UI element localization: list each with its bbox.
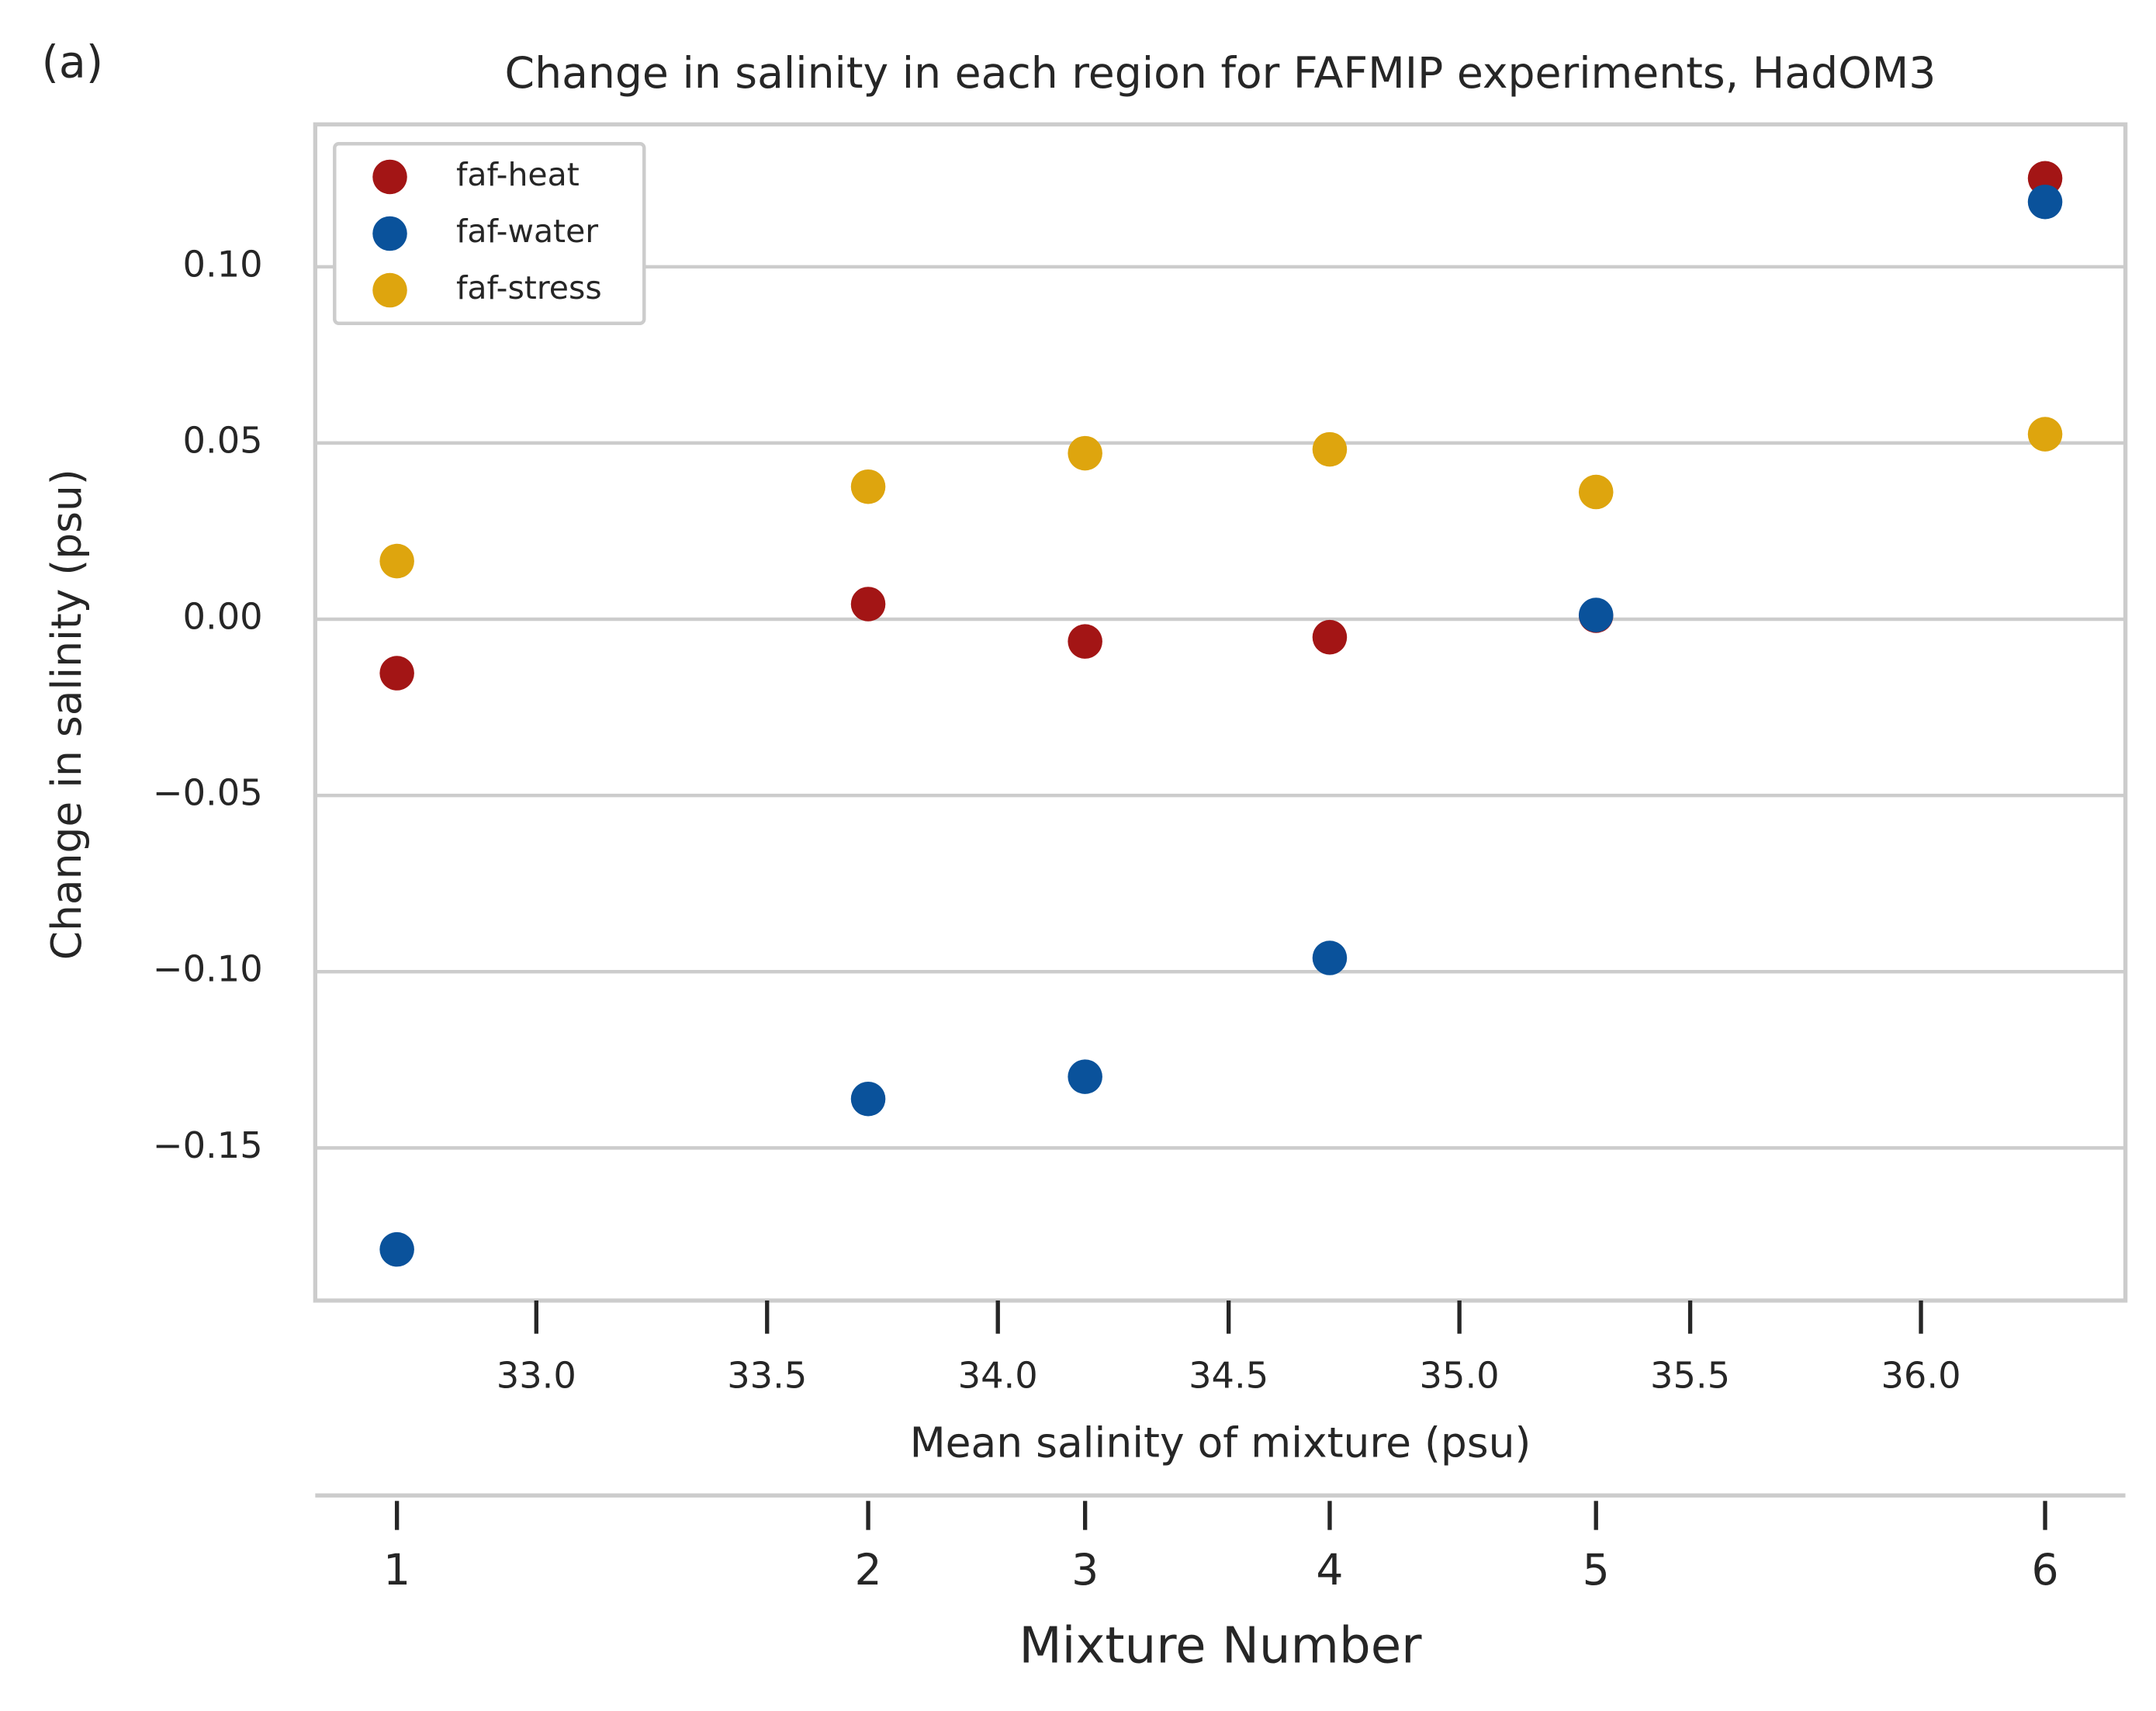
legend-label: faf-stress — [456, 269, 602, 307]
point — [1068, 1059, 1102, 1094]
y-tick-label: −0.15 — [153, 1124, 263, 1166]
y-tick-label: −0.10 — [153, 948, 263, 990]
y-axis-label: Change in salinity (psu) — [42, 469, 91, 960]
x-tick-label: 34.5 — [1189, 1354, 1268, 1396]
point — [2027, 161, 2063, 196]
point — [1578, 474, 1614, 510]
legend-label: faf-heat — [456, 156, 580, 193]
point — [1312, 940, 1348, 975]
point — [1312, 431, 1348, 467]
x2-tick-label: 5 — [1583, 1546, 1610, 1595]
x2-tick-label: 3 — [1071, 1546, 1099, 1595]
x-axis-label: Mean salinity of mixture (psu) — [910, 1418, 1531, 1467]
panel-label: (a) — [42, 36, 103, 88]
y-tick-label: 0.05 — [183, 419, 263, 461]
x-tick-label: 33.0 — [497, 1354, 576, 1396]
point — [850, 587, 886, 622]
x2-axis-label: Mixture Number — [1019, 1616, 1422, 1675]
legend-marker — [372, 272, 407, 308]
x2-tick-label: 6 — [2031, 1546, 2058, 1595]
point — [850, 1081, 886, 1117]
point — [2027, 184, 2063, 220]
y-tick-label: 0.00 — [183, 596, 263, 638]
legend-marker — [372, 216, 407, 251]
x-tick-label: 36.0 — [1881, 1354, 1960, 1396]
point — [2027, 417, 2063, 452]
y-tick-label: 0.10 — [183, 243, 263, 285]
x-tick-label: 33.5 — [727, 1354, 807, 1396]
point — [850, 469, 886, 504]
x2-tick-label: 2 — [854, 1546, 881, 1595]
y-tick-label: −0.05 — [153, 772, 263, 814]
legend-marker — [372, 159, 407, 195]
plot-frame — [313, 122, 2128, 1303]
legend-box — [333, 142, 646, 326]
point — [1068, 624, 1102, 659]
point — [1578, 597, 1614, 632]
point — [379, 543, 414, 579]
x-tick-label: 35.5 — [1650, 1354, 1730, 1396]
legend-label: faf-water — [456, 213, 598, 250]
chart-title: Change in salinity in each region for FA… — [505, 49, 1936, 99]
x-tick-label: 35.0 — [1420, 1354, 1500, 1396]
x2-tick-label: 1 — [383, 1546, 410, 1595]
x2-tick-label: 4 — [1316, 1546, 1343, 1595]
x-tick-label: 34.0 — [958, 1354, 1038, 1396]
point — [1068, 435, 1102, 471]
point — [1312, 619, 1348, 655]
point — [379, 1231, 414, 1267]
point — [379, 656, 414, 691]
